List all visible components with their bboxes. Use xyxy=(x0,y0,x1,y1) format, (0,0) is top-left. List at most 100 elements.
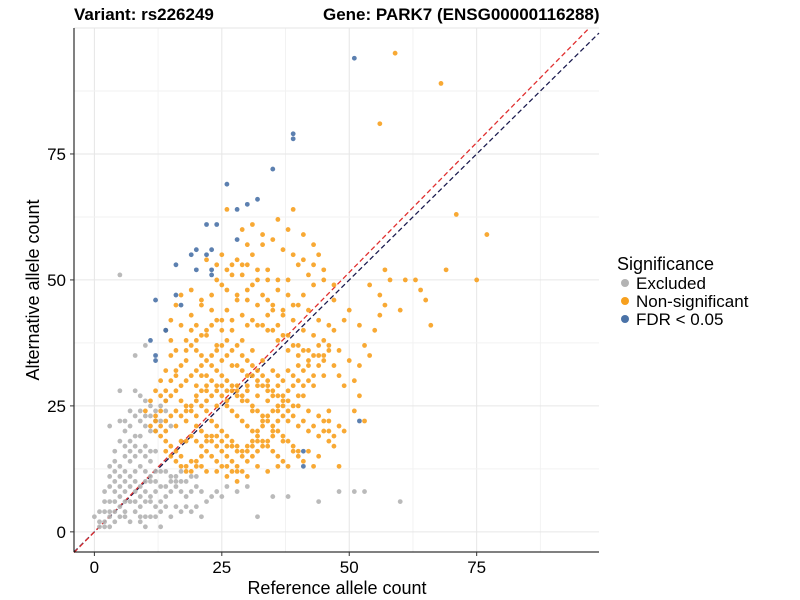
point-excluded xyxy=(127,458,133,464)
point-excluded xyxy=(132,433,138,439)
point-non-significant xyxy=(249,408,255,414)
point-non-significant xyxy=(326,418,332,424)
point-non-significant xyxy=(158,393,164,399)
point-non-significant xyxy=(234,443,240,449)
point-non-significant xyxy=(367,353,373,358)
point-non-significant xyxy=(224,378,230,384)
point-excluded xyxy=(158,418,164,424)
point-non-significant xyxy=(199,373,204,379)
point-non-significant xyxy=(280,378,286,384)
point-non-significant xyxy=(183,408,189,414)
point-excluded xyxy=(112,489,118,494)
point-non-significant xyxy=(199,302,204,308)
point-non-significant xyxy=(148,423,153,429)
chart-title-variant: Variant: rs226249 xyxy=(74,5,214,24)
point-non-significant xyxy=(311,353,316,358)
point-non-significant xyxy=(285,388,291,394)
point-fdr-0-05 xyxy=(209,267,215,273)
point-non-significant xyxy=(178,383,184,389)
point-excluded xyxy=(163,484,169,489)
point-non-significant xyxy=(321,267,327,273)
point-non-significant xyxy=(244,388,250,394)
point-non-significant xyxy=(255,368,260,374)
point-excluded xyxy=(224,484,230,489)
point-non-significant xyxy=(204,257,209,263)
point-non-significant xyxy=(260,242,265,248)
point-non-significant xyxy=(275,463,281,469)
point-non-significant xyxy=(285,348,291,353)
point-non-significant xyxy=(285,332,291,338)
point-non-significant xyxy=(316,343,322,348)
point-non-significant xyxy=(295,448,301,454)
point-non-significant xyxy=(214,433,220,439)
point-non-significant xyxy=(474,277,480,283)
point-non-significant xyxy=(300,418,306,424)
point-non-significant xyxy=(326,322,332,328)
point-non-significant xyxy=(183,348,189,353)
point-fdr-0-05 xyxy=(173,262,179,268)
point-non-significant xyxy=(316,363,322,368)
point-non-significant xyxy=(234,383,240,389)
point-non-significant xyxy=(173,302,179,308)
point-non-significant xyxy=(214,277,220,283)
point-non-significant xyxy=(321,277,327,283)
point-non-significant xyxy=(331,443,337,449)
point-non-significant xyxy=(265,297,271,303)
point-excluded xyxy=(122,468,128,474)
point-non-significant xyxy=(336,373,342,379)
point-non-significant xyxy=(265,443,271,449)
point-non-significant xyxy=(255,302,260,308)
point-non-significant xyxy=(321,428,327,434)
point-non-significant xyxy=(255,408,260,414)
point-excluded xyxy=(158,509,164,515)
point-excluded xyxy=(173,479,179,484)
point-non-significant xyxy=(193,393,199,399)
point-non-significant xyxy=(178,292,184,298)
point-non-significant xyxy=(214,383,220,389)
point-excluded xyxy=(153,504,158,510)
point-non-significant xyxy=(214,388,220,394)
point-non-significant xyxy=(316,453,322,459)
reference-line-1 xyxy=(73,32,600,553)
point-non-significant xyxy=(290,252,296,258)
point-non-significant xyxy=(229,458,235,464)
point-non-significant xyxy=(311,463,316,469)
point-non-significant xyxy=(265,418,271,424)
point-non-significant xyxy=(229,327,235,333)
point-non-significant xyxy=(265,413,271,419)
point-non-significant xyxy=(204,332,209,338)
point-non-significant xyxy=(331,327,337,333)
legend-title: Significance xyxy=(617,254,714,274)
point-non-significant xyxy=(183,403,189,409)
point-non-significant xyxy=(285,438,291,444)
point-excluded xyxy=(148,494,153,499)
point-excluded xyxy=(107,484,113,489)
point-excluded xyxy=(336,489,342,494)
point-non-significant xyxy=(193,423,199,429)
point-non-significant xyxy=(193,337,199,343)
point-non-significant xyxy=(204,408,209,414)
point-non-significant xyxy=(183,468,189,474)
point-excluded xyxy=(122,499,128,505)
point-excluded xyxy=(148,403,153,409)
point-excluded xyxy=(148,458,153,464)
point-non-significant xyxy=(229,262,235,268)
point-non-significant xyxy=(214,403,220,409)
point-fdr-0-05 xyxy=(163,327,169,333)
point-non-significant xyxy=(331,433,337,439)
point-non-significant xyxy=(173,408,179,414)
reference-lines xyxy=(73,27,600,554)
point-non-significant xyxy=(300,292,306,298)
point-non-significant xyxy=(321,373,327,379)
point-non-significant xyxy=(316,252,322,258)
point-non-significant xyxy=(188,343,194,348)
point-non-significant xyxy=(244,458,250,464)
point-excluded xyxy=(199,489,204,494)
point-non-significant xyxy=(316,353,322,358)
point-non-significant xyxy=(219,383,225,389)
point-non-significant xyxy=(265,468,271,474)
point-non-significant xyxy=(199,297,204,303)
point-non-significant xyxy=(193,322,199,328)
point-non-significant xyxy=(280,398,286,404)
points xyxy=(91,50,490,530)
